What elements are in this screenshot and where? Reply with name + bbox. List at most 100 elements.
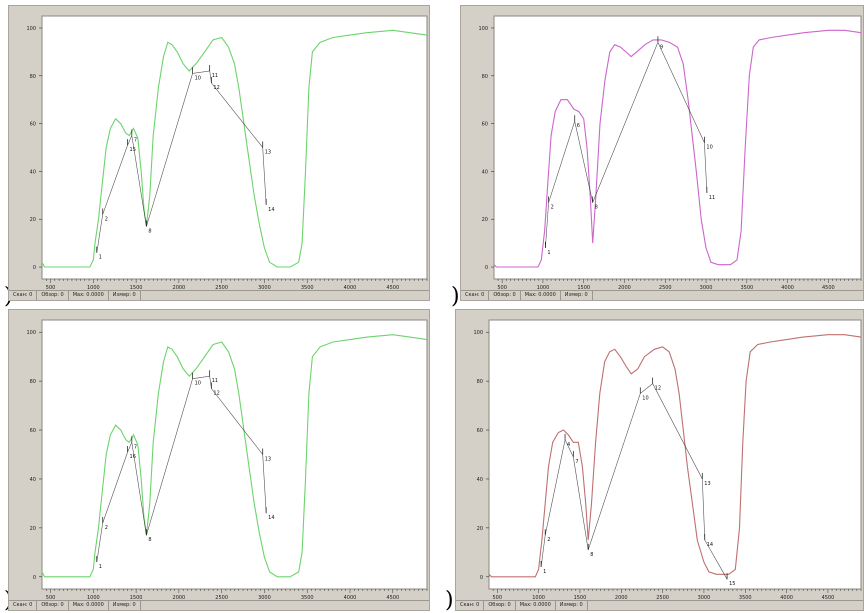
y-tick-label: 20 [482,217,488,223]
status-bar: Скан: 0 Обзор: 0 Мах: 0.0000 Измер: 0 [9,290,429,300]
x-tick-label: 4000 [344,285,357,291]
peak-label: 8 [595,204,598,210]
x-tick-label: 3000 [258,285,271,291]
y-tick-label: 20 [30,526,36,532]
peak-label: 13 [704,481,710,487]
plot-area [488,319,862,590]
y-tick-label: 20 [477,526,483,532]
peak-label: 11 [709,195,715,201]
y-tick-label: 60 [482,122,488,128]
label-paren: ) [445,588,454,613]
spectrum-chart-3: 0 20 40 60 80 100 500 1000 1500 2000 2500 3000 3500 4… [26,319,428,601]
peak-label: 16 [130,454,136,460]
status-bar: Скан: 0 Обзор: 0 Мах: 0.0000 Измер: 0 [456,600,863,610]
x-tick-label: 3500 [301,285,314,291]
status-measure: Измер: 0 [109,601,141,610]
x-tick-label: 3500 [740,285,753,291]
peak-label: 12 [655,386,661,392]
y-tick-label: 40 [30,477,36,483]
peak-label: 14 [268,515,274,521]
status-max: Мах: 0.0000 [69,291,109,300]
peak-label: 14 [268,207,274,213]
peak-label: 1 [543,569,546,575]
y-tick-label: 0 [33,575,36,581]
status-measure: Измер: 0 [561,291,593,300]
x-tick-label: 1500 [130,595,143,601]
spectrum-window-3: 0 20 40 60 80 100 500 1000 1500 2000 2500 3000 3500 4… [8,309,430,611]
series-line [488,334,862,578]
x-tick-label: 2500 [215,595,228,601]
status-max: Мах: 0.0000 [521,291,561,300]
peak-label: 11 [212,378,218,384]
x-tick-label: 1500 [130,285,143,291]
x-tick-label: 1000 [537,285,550,291]
y-tick-label: 40 [477,477,483,483]
peak-label: 7 [134,138,137,144]
peak-label: 10 [642,395,648,401]
y-tick-label: 40 [30,169,36,175]
spectrum-window-4: 0 20 40 60 80 100 500 1000 1500 2000 2500 3000 3500 4… [455,309,864,611]
spectrum-chart-1: 0 20 40 60 80 100 500 1000 1500 2000 2500 3000 3500 4… [26,15,428,291]
peak-label: 9 [660,44,663,50]
y-tick-label: 80 [482,74,488,80]
status-scan: Скан: 0 [461,291,490,300]
plot-area [493,15,862,280]
x-tick-label: 4000 [781,285,794,291]
x-tick-label: 3500 [301,595,314,601]
series-line [493,29,862,268]
spectrum-window-1: 0 20 40 60 80 100 500 1000 1500 2000 2500 3000 3500 4… [8,5,430,301]
peak-label: 8 [148,537,151,543]
plot-area [41,319,428,590]
y-tick-label: 40 [482,169,488,175]
peak-label: 15 [130,147,136,153]
status-measure: Измер: 0 [556,601,588,610]
spectrum-chart-4: 0 20 40 60 80 100 500 1000 1500 2000 2500 3000 3500 4… [473,319,862,601]
series-line [41,334,428,578]
peak-label: 10 [195,75,201,81]
peak-label: 10 [195,381,201,387]
x-tick-label: 2000 [173,285,186,291]
peak-label: 12 [213,85,219,91]
status-scan: Скан: 0 [9,291,38,300]
peak-label: 8 [590,552,593,558]
x-tick-label: 4500 [822,595,835,601]
x-tick-label: 4000 [344,595,357,601]
status-bar: Скан: 0 Обзор: 0 Мах: 0.0000 Измер: 0 [461,290,863,300]
x-tick-label: 2000 [173,595,186,601]
peak-connector [540,383,728,580]
y-tick-label: 0 [480,575,483,581]
x-tick-label: 2500 [215,285,228,291]
status-view: Обзор: 0 [37,291,69,300]
status-measure: Измер: 0 [109,291,141,300]
y-tick-label: 100 [26,330,36,336]
peak-label: 1 [99,564,102,570]
status-scan: Скан: 0 [456,601,485,610]
y-tick-label: 60 [477,428,483,434]
x-tick-label: 2500 [659,285,672,291]
peak-label: 8 [148,228,151,234]
status-view: Обзор: 0 [489,291,521,300]
peak-label: 2 [105,525,108,531]
x-tick-label: 2000 [618,285,631,291]
x-tick-label: 1500 [574,595,587,601]
y-tick-label: 0 [33,265,36,271]
y-tick-label: 20 [30,217,36,223]
peak-connector [96,70,267,253]
x-tick-label: 1500 [577,285,590,291]
x-tick-label: 2000 [615,595,628,601]
peak-label: 4 [567,442,570,448]
x-tick-label: 4000 [780,595,793,601]
y-tick-label: 60 [30,428,36,434]
y-tick-label: 80 [30,74,36,80]
x-tick-label: 3000 [258,595,271,601]
peak-label: 1 [547,250,550,256]
x-tick-label: 4500 [386,285,399,291]
y-tick-label: 100 [473,330,483,336]
peak-label: 1 [99,255,102,261]
plot-area [41,15,428,280]
y-tick-label: 100 [478,26,488,32]
peak-label: 10 [706,145,712,151]
x-tick-label: 3000 [700,285,713,291]
peak-connector [96,375,267,563]
peak-label: 15 [729,581,735,587]
